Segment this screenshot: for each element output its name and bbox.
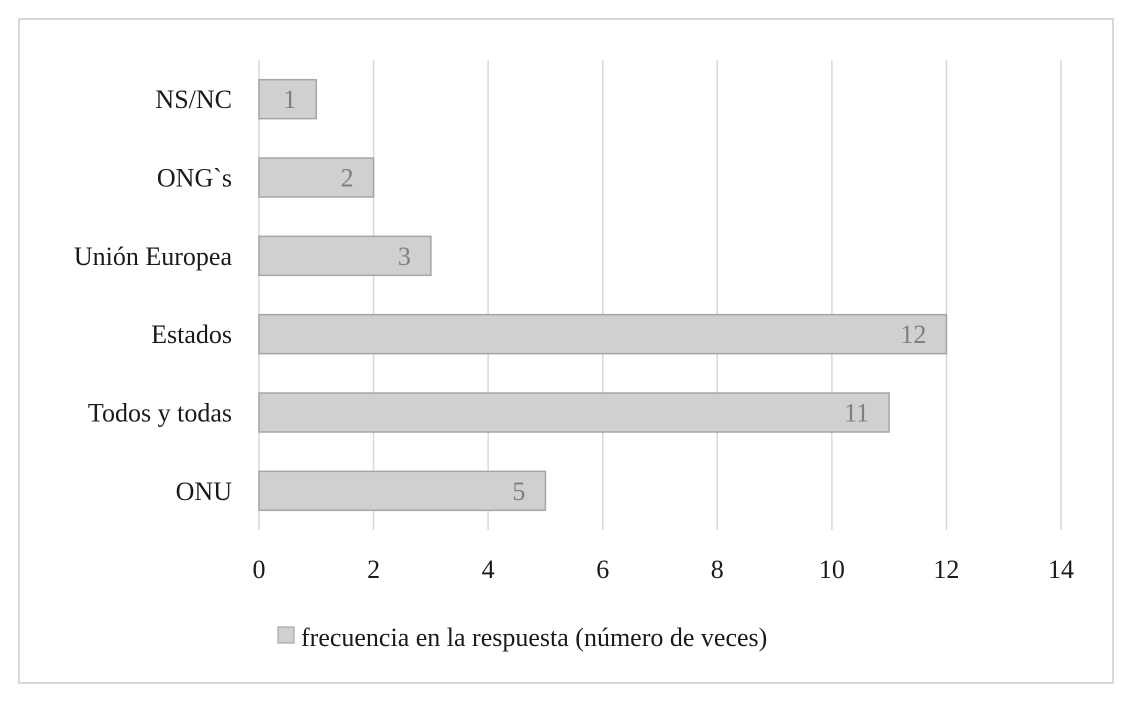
bar	[258, 392, 890, 433]
legend-swatch	[277, 626, 295, 644]
bar	[258, 78, 318, 120]
data-label: 1	[283, 85, 296, 114]
x-tick-label: 6	[596, 555, 609, 584]
bar	[258, 313, 948, 355]
category-label: Estados	[151, 320, 232, 349]
bar	[258, 235, 432, 277]
x-tick-labels: 0 2 4 6 8 10 12 14	[253, 555, 1075, 584]
legend-label: frecuencia en la respuesta (número de ve…	[301, 623, 767, 652]
category-label: ONU	[176, 477, 233, 506]
x-tick-label: 8	[711, 555, 724, 584]
category-label: ONG`s	[157, 164, 232, 193]
x-tick-label: 14	[1048, 555, 1074, 584]
data-label: 11	[844, 399, 869, 428]
gridlines	[258, 60, 1062, 530]
category-label: Unión Europea	[74, 242, 233, 271]
legend: frecuencia en la respuesta (número de ve…	[277, 623, 767, 652]
data-label: 2	[341, 164, 354, 193]
category-labels: NS/NC ONG`s Unión Europea Estados Todos y to…	[74, 85, 233, 506]
data-label: 3	[398, 242, 411, 271]
x-tick-label: 2	[367, 555, 380, 584]
x-tick-label: 0	[253, 555, 266, 584]
category-label: Todos y todas	[88, 399, 232, 428]
data-label: 5	[512, 477, 525, 506]
x-tick-label: 4	[482, 555, 495, 584]
category-label: NS/NC	[155, 85, 232, 114]
x-tick-label: 10	[819, 555, 845, 584]
bar	[258, 157, 375, 198]
data-label: 12	[900, 320, 926, 349]
bar	[258, 470, 547, 512]
x-tick-label: 12	[933, 555, 959, 584]
